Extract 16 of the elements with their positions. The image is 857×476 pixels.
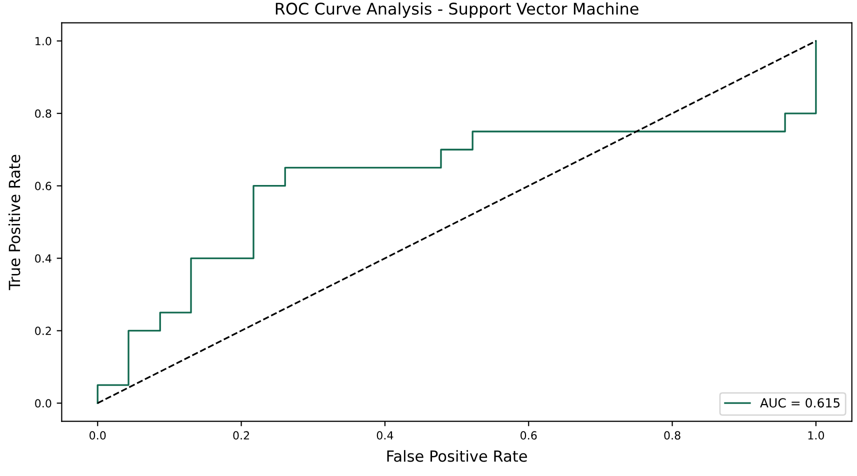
x-axis-title: False Positive Rate (387, 450, 527, 462)
chart-title: ROC Curve Analysis - Support Vector Machine (276, 2, 638, 18)
y-tick-label: 0.6 (35, 182, 52, 190)
x-tick-label: 0.8 (664, 431, 680, 440)
y-tick-label: 0.0 (35, 399, 52, 408)
x-tick-label: 0.4 (376, 431, 394, 440)
y-tick-label: 0.4 (35, 254, 52, 263)
x-tick-label: 0.2 (233, 431, 250, 440)
x-tick-label: 1.0 (808, 431, 824, 440)
x-tick-label: 0.0 (90, 431, 106, 440)
y-tick-label: 1.0 (36, 36, 52, 46)
legend-label: AUC = 0.615 (760, 398, 840, 408)
y-tick-label: 0.2 (35, 326, 51, 336)
y-tick-label: 0.8 (35, 109, 52, 118)
x-tick-label: 0.6 (520, 431, 537, 440)
y-axis-title: True Positive Rate (8, 154, 20, 290)
